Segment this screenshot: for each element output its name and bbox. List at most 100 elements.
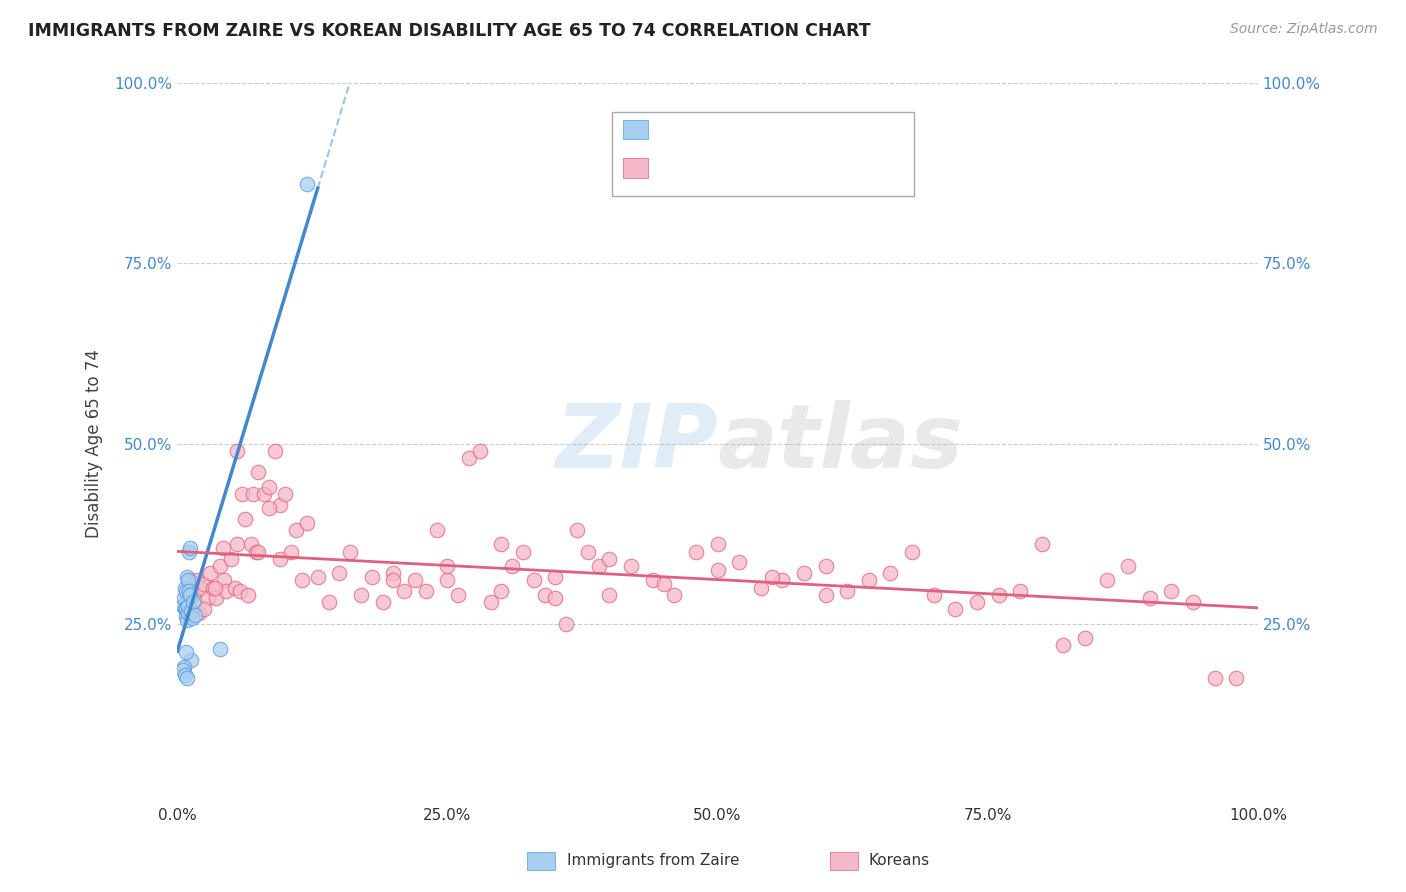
Point: [247, 466, 270, 480]
Point: [225, 537, 247, 551]
Point: [173, 591, 195, 606]
Point: [879, 566, 901, 581]
Point: [224, 581, 246, 595]
Text: R =: R =: [657, 125, 693, 143]
Point: [415, 584, 437, 599]
Point: [728, 555, 751, 569]
Point: [179, 541, 201, 555]
Point: [269, 498, 291, 512]
Point: [173, 668, 195, 682]
Text: N =: N =: [766, 125, 803, 143]
Text: Koreans: Koreans: [869, 854, 929, 868]
Point: [793, 566, 815, 581]
Text: 0.107: 0.107: [703, 163, 755, 181]
Point: [177, 574, 200, 588]
Point: [436, 558, 458, 573]
Point: [295, 516, 318, 530]
Point: [204, 581, 226, 595]
Point: [179, 588, 201, 602]
Point: [183, 607, 205, 622]
Point: [173, 581, 195, 595]
Point: [245, 544, 267, 558]
Point: [447, 588, 470, 602]
Point: [318, 595, 340, 609]
Point: [180, 652, 202, 666]
Point: [186, 574, 208, 588]
Point: [382, 574, 405, 588]
Point: [382, 566, 405, 581]
Point: [187, 606, 209, 620]
Point: [179, 544, 201, 558]
Point: [350, 588, 373, 602]
Point: [598, 551, 620, 566]
Point: [179, 574, 201, 588]
Point: [458, 450, 481, 465]
Point: [588, 558, 610, 573]
Point: [641, 574, 664, 588]
Point: [285, 523, 308, 537]
Text: ZIP: ZIP: [555, 400, 717, 487]
Point: [174, 645, 197, 659]
Point: [253, 487, 276, 501]
Point: [174, 595, 197, 609]
Point: [201, 581, 224, 595]
Point: [174, 609, 197, 624]
Point: [468, 443, 491, 458]
Point: [215, 584, 238, 599]
Point: [1031, 537, 1053, 551]
Point: [209, 641, 232, 656]
Point: [761, 570, 783, 584]
Point: [371, 595, 394, 609]
Text: IMMIGRANTS FROM ZAIRE VS KOREAN DISABILITY AGE 65 TO 74 CORRELATION CHART: IMMIGRANTS FROM ZAIRE VS KOREAN DISABILI…: [28, 22, 870, 40]
Point: [177, 599, 200, 613]
Point: [193, 602, 215, 616]
Point: [749, 581, 772, 595]
Point: [544, 591, 567, 606]
Point: [491, 584, 513, 599]
Point: [231, 487, 253, 501]
Point: [858, 574, 880, 588]
Point: [205, 591, 228, 606]
Y-axis label: Disability Age 65 to 74: Disability Age 65 to 74: [86, 349, 103, 538]
Point: [183, 588, 205, 602]
Point: [533, 588, 555, 602]
Point: [176, 613, 198, 627]
Point: [177, 606, 200, 620]
Point: [814, 558, 837, 573]
Point: [491, 537, 513, 551]
Point: [290, 574, 312, 588]
Text: Source: ZipAtlas.com: Source: ZipAtlas.com: [1230, 22, 1378, 37]
Point: [576, 544, 599, 558]
Point: [229, 584, 252, 599]
Point: [257, 501, 280, 516]
Text: atlas: atlas: [717, 400, 963, 487]
Point: [211, 541, 233, 555]
Point: [307, 570, 329, 584]
Point: [257, 480, 280, 494]
Point: [280, 544, 302, 558]
Point: [901, 544, 924, 558]
Text: Immigrants from Zaire: Immigrants from Zaire: [567, 854, 740, 868]
Point: [1182, 595, 1205, 609]
Point: [565, 523, 588, 537]
Point: [295, 178, 318, 192]
Point: [176, 570, 198, 584]
Point: [426, 523, 449, 537]
Point: [1010, 584, 1032, 599]
Point: [174, 584, 197, 599]
Text: 108: 108: [815, 163, 851, 181]
Point: [197, 591, 219, 606]
Point: [436, 574, 458, 588]
Point: [209, 558, 232, 573]
Point: [1095, 574, 1118, 588]
Point: [706, 563, 728, 577]
Point: [181, 611, 204, 625]
Text: 28: 28: [815, 125, 838, 143]
Point: [544, 570, 567, 584]
Point: [523, 574, 546, 588]
Point: [479, 595, 502, 609]
Point: [247, 544, 270, 558]
Point: [598, 588, 620, 602]
Point: [236, 588, 259, 602]
Point: [193, 577, 215, 591]
